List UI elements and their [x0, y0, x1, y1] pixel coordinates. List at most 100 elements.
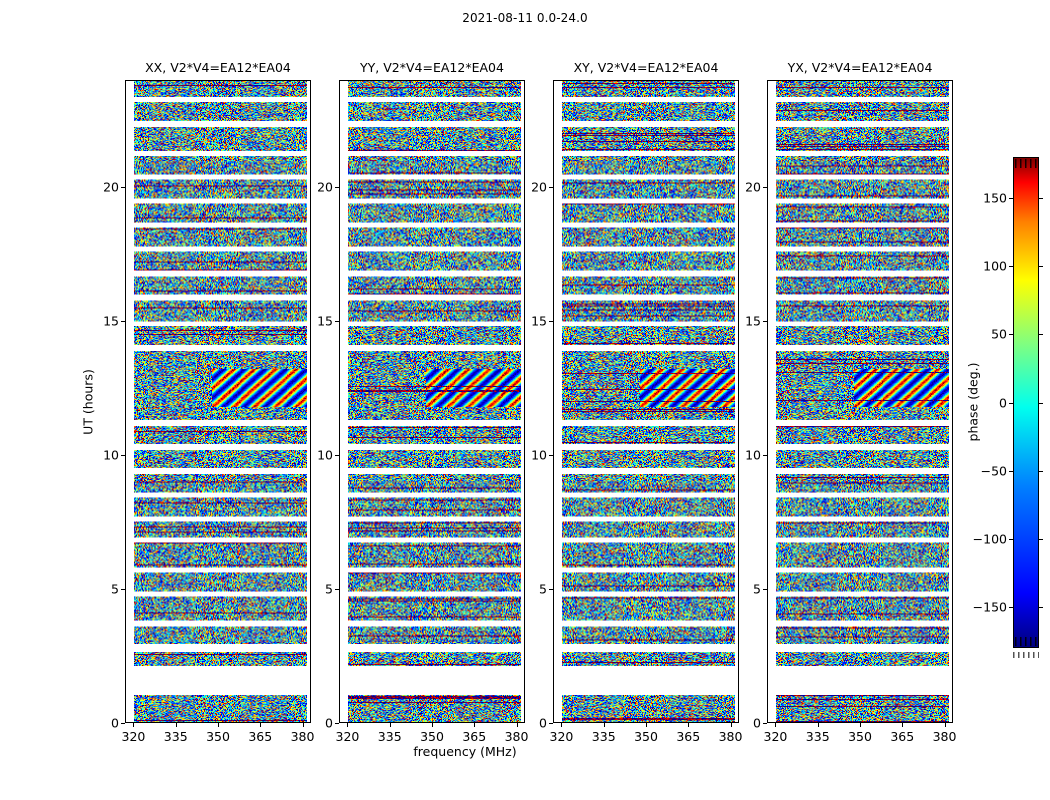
x-axis-tick	[302, 723, 304, 727]
colorbar-tick-inner	[1009, 334, 1013, 336]
panel-title-yx: YX, V2*V4=EA12*EA04	[787, 60, 933, 75]
y-axis-tick-label: 10	[317, 447, 333, 463]
panel-title-xx: XX, V2*V4=EA12*EA04	[145, 60, 291, 75]
panel-title-xy: XY, V2*V4=EA12*EA04	[573, 60, 719, 75]
colorbar-tick-label: −100	[972, 531, 1007, 547]
x-axis-tick	[944, 723, 946, 727]
y-axis-tick-label: 0	[539, 715, 547, 731]
x-axis-tick-label: 335	[591, 729, 616, 744]
y-axis-tick-label: 10	[531, 447, 547, 463]
x-axis-tick	[817, 723, 819, 727]
x-axis-tick-label: 380	[718, 729, 743, 744]
y-axis-tick	[763, 321, 767, 323]
colorbar[interactable]: −150 −100 −50 0 50 100 150	[973, 157, 1043, 648]
colorbar-underflow-hatch	[1013, 652, 1039, 658]
x-axis-tick	[860, 723, 861, 727]
colorbar-tick	[1039, 266, 1043, 268]
x-axis-tick-label: 350	[420, 729, 444, 744]
plot-panel-yy[interactable]: YY, V2*V4=EA12*EA04 320 335 350 365 380 0 5 10 1…	[317, 60, 528, 744]
y-axis-tick	[549, 723, 553, 724]
x-axis-tick	[133, 723, 135, 727]
colorbar-tick-inner	[1009, 470, 1013, 472]
colorbar-tick-label: 100	[983, 258, 1007, 274]
y-axis-label: UT (hours)	[80, 369, 96, 435]
x-axis-tick	[603, 723, 605, 727]
x-axis-tick-label: 320	[549, 729, 574, 744]
y-axis-tick	[549, 455, 553, 457]
y-axis-tick	[335, 455, 339, 457]
y-axis-tick-label: 20	[745, 179, 761, 195]
x-axis-tick	[646, 723, 647, 727]
colorbar-gradient	[1013, 157, 1039, 648]
x-axis-tick-label: 380	[290, 729, 315, 744]
x-axis-tick-label: 350	[634, 729, 658, 744]
colorbar-label: phase (deg.)	[965, 362, 981, 442]
y-axis-tick	[335, 321, 339, 323]
x-axis-tick-label: 350	[206, 729, 230, 744]
x-axis-tick-label: 320	[121, 729, 146, 744]
y-axis-tick	[121, 589, 125, 591]
y-axis-tick	[549, 187, 553, 189]
plot-panel-xx[interactable]: XX, V2*V4=EA12*EA04 320 335 350 365 380 0 5 10 1…	[103, 60, 314, 744]
x-axis-tick-label: 365	[890, 729, 915, 744]
x-axis-tick	[432, 723, 433, 727]
y-axis-tick	[121, 723, 125, 724]
colorbar-tick-inner	[1009, 607, 1013, 609]
y-axis-tick-label: 5	[325, 581, 333, 597]
y-axis-tick-label: 0	[325, 715, 333, 731]
y-axis-tick	[763, 589, 767, 591]
x-axis-tick	[902, 723, 904, 727]
colorbar-tick-inner	[1009, 266, 1013, 268]
x-axis-tick	[347, 723, 349, 727]
x-axis-tick-label: 335	[377, 729, 402, 744]
y-axis-tick-label: 15	[745, 313, 761, 329]
x-axis-tick-label: 335	[805, 729, 830, 744]
y-axis-tick-label: 5	[753, 581, 761, 597]
y-axis-tick-label: 15	[103, 313, 119, 329]
y-axis-tick	[121, 321, 125, 323]
figure-title: 2021-08-11 0.0-24.0	[462, 11, 588, 25]
heatmap-image-xy	[554, 81, 738, 722]
y-axis-tick	[763, 723, 767, 724]
colorbar-tick-label: 50	[991, 326, 1007, 342]
x-axis-tick-label: 365	[462, 729, 487, 744]
heatmap-image-xx	[126, 81, 310, 722]
colorbar-extend-min-hatch	[1015, 637, 1037, 646]
colorbar-tick	[1039, 402, 1043, 404]
colorbar-tick-label: −150	[972, 599, 1007, 615]
x-axis-tick	[260, 723, 262, 727]
colorbar-tick-label: −50	[980, 463, 1007, 479]
colorbar-tick	[1039, 334, 1043, 336]
y-axis-tick-label: 5	[111, 581, 119, 597]
y-axis-tick-label: 10	[103, 447, 119, 463]
y-axis-tick	[335, 589, 339, 591]
y-axis-tick	[121, 187, 125, 189]
x-axis-tick-label: 380	[504, 729, 529, 744]
colorbar-tick-label: 0	[999, 395, 1007, 410]
x-axis-tick	[561, 723, 563, 727]
y-axis-tick	[121, 455, 125, 457]
y-axis-tick-label: 0	[753, 715, 761, 731]
axes-frame-yx	[767, 80, 953, 723]
x-axis-tick-label: 320	[335, 729, 360, 744]
heatmap-image-yy	[340, 81, 524, 722]
colorbar-tick	[1039, 607, 1043, 609]
x-axis-label: frequency (MHz)	[413, 744, 517, 759]
plot-panel-yx[interactable]: YX, V2*V4=EA12*EA04 320 335 350 365 380 0 5 10 1…	[745, 60, 956, 744]
x-axis-tick-label: 365	[676, 729, 701, 744]
y-axis-tick-label: 20	[531, 179, 547, 195]
colorbar-tick-label: 150	[983, 190, 1007, 206]
colorbar-tick	[1039, 197, 1043, 199]
y-axis-tick	[763, 187, 767, 189]
x-axis-tick	[730, 723, 732, 727]
panel-title-yy: YY, V2*V4=EA12*EA04	[360, 60, 504, 75]
x-axis-tick	[175, 723, 177, 727]
plot-panel-xy[interactable]: XY, V2*V4=EA12*EA04 320 335 350 365 380 0 5 10 1…	[531, 60, 742, 744]
axes-frame-xx	[125, 80, 311, 723]
colorbar-tick	[1039, 538, 1043, 540]
y-axis-tick	[335, 187, 339, 189]
y-axis-tick-label: 0	[111, 715, 119, 731]
x-axis-tick	[474, 723, 476, 727]
x-axis-tick	[775, 723, 777, 727]
y-axis-tick-label: 5	[539, 581, 547, 597]
